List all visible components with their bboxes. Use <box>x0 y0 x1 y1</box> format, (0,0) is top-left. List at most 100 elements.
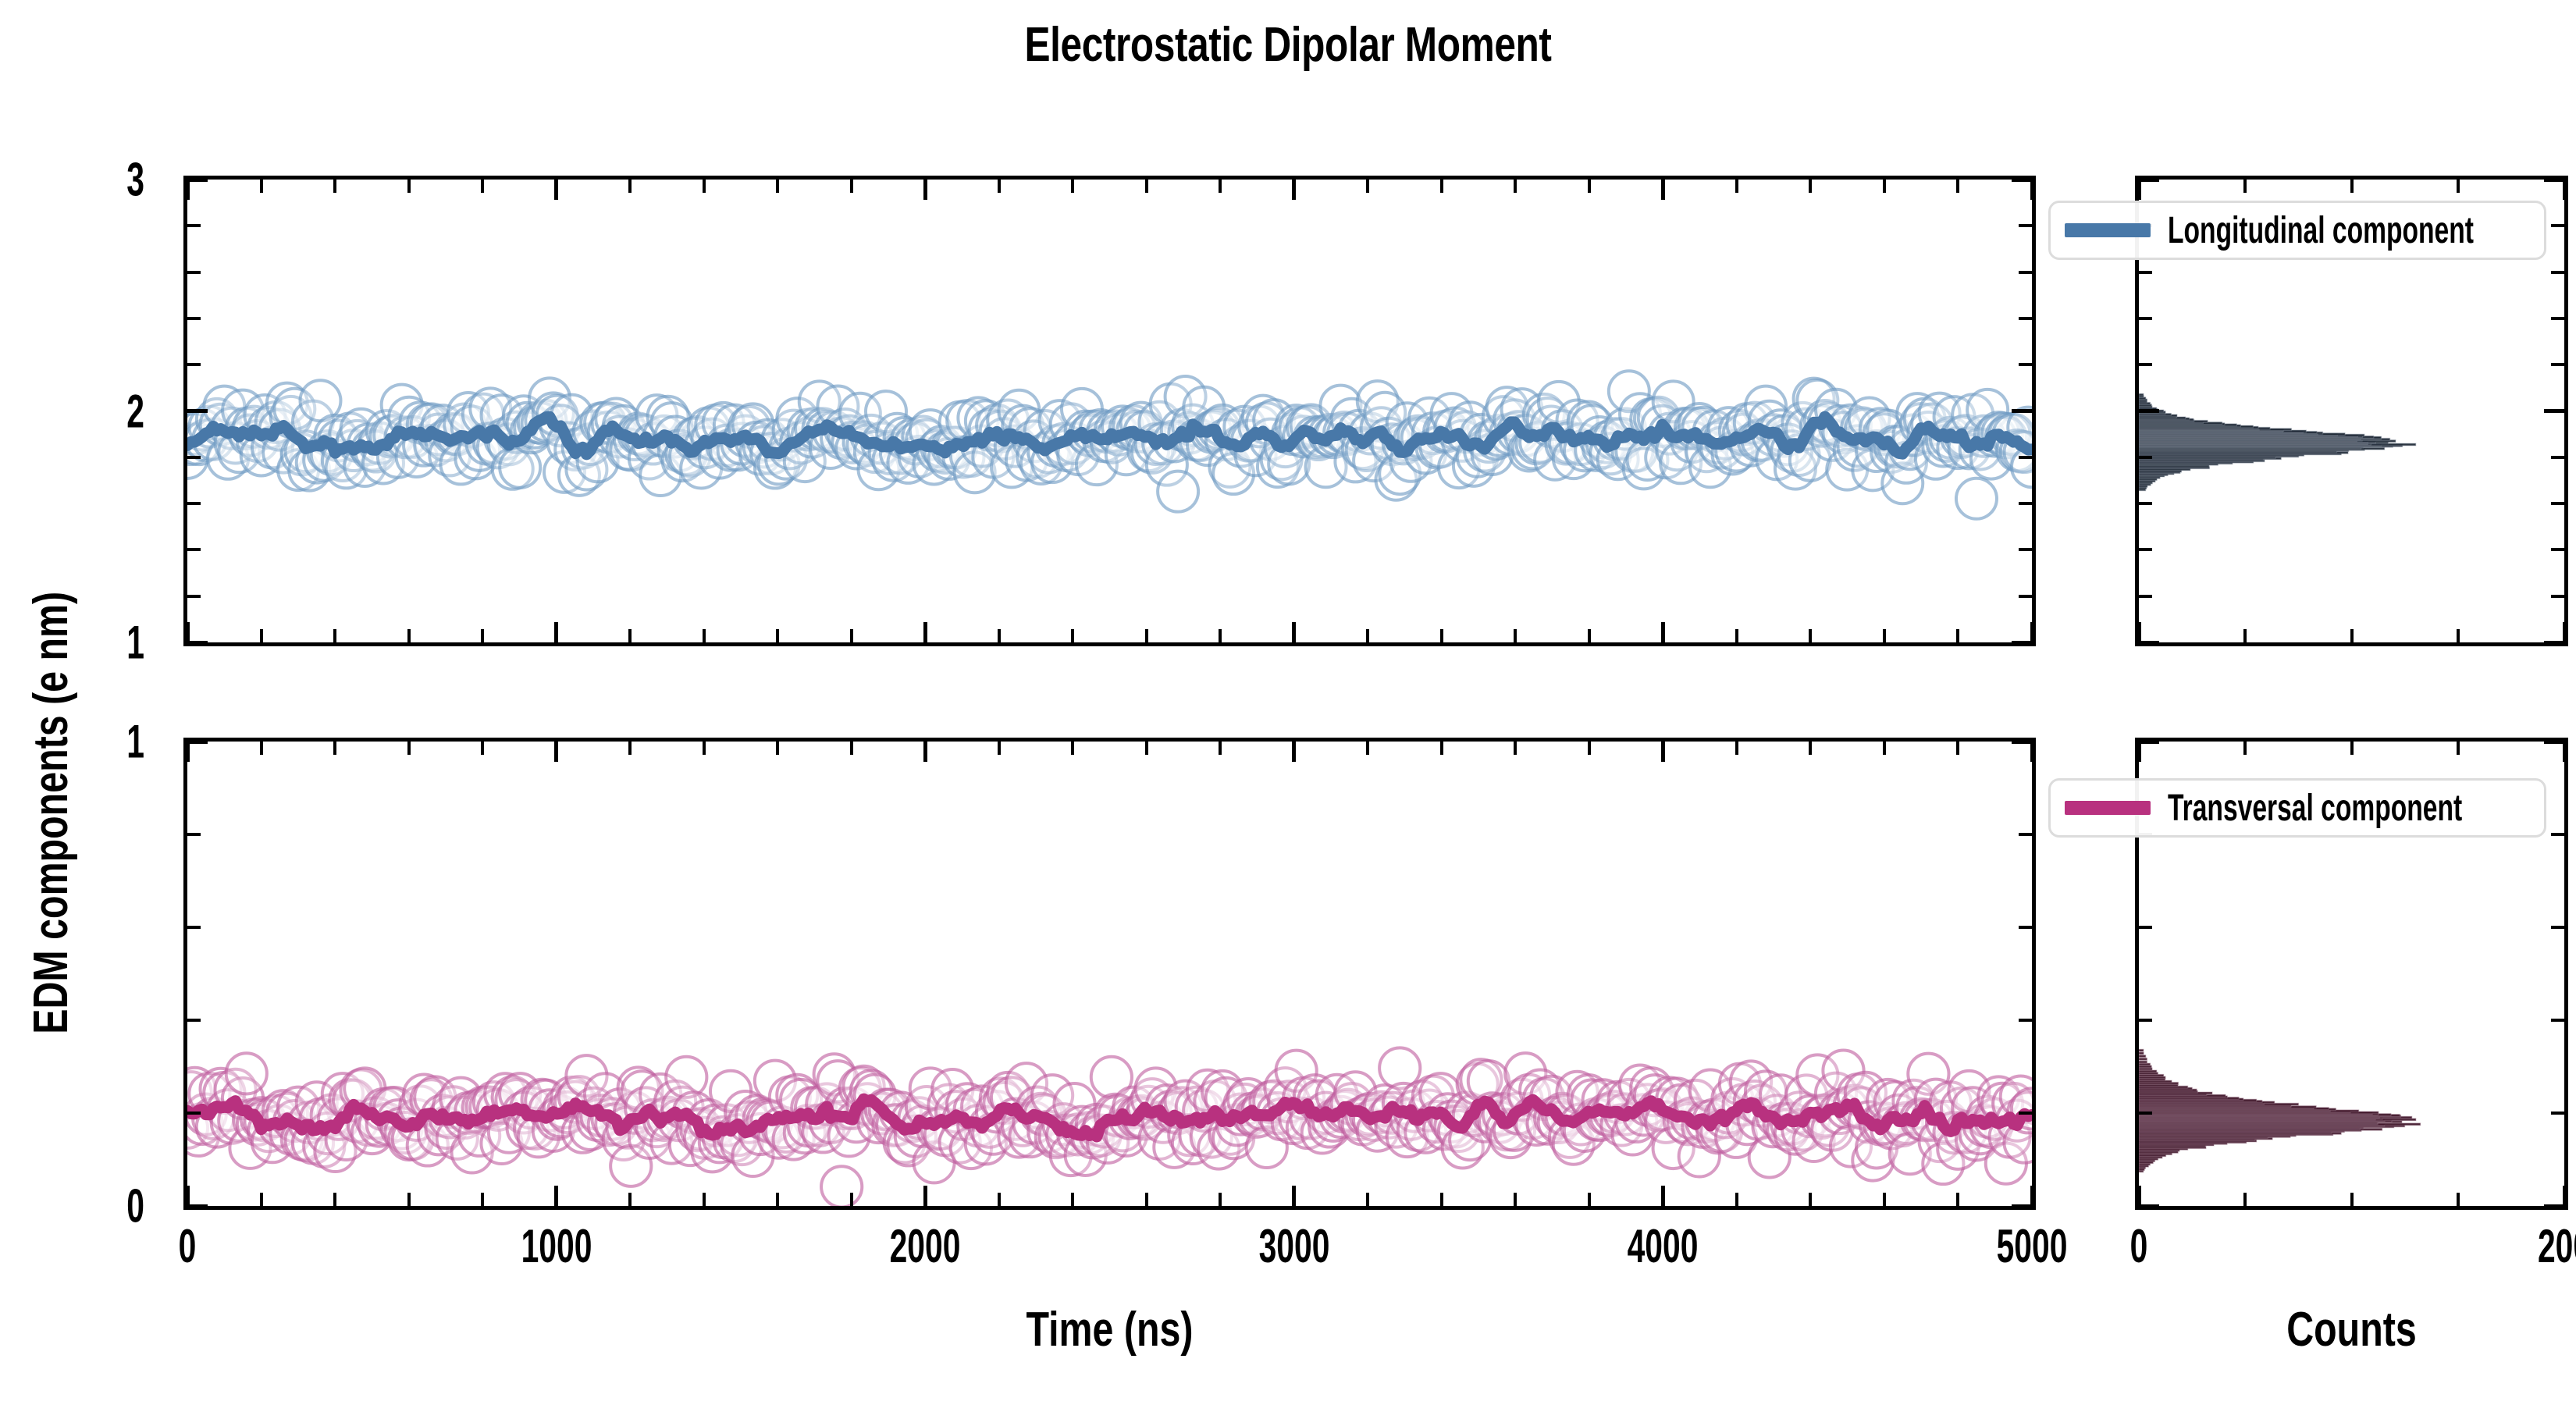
tick-mark <box>2139 502 2152 506</box>
tick-mark <box>1366 742 1370 755</box>
tick-mark <box>1144 180 1148 193</box>
tick-mark <box>2012 180 2032 182</box>
tick-mark <box>554 1186 559 1206</box>
tick-mark <box>2139 1204 2159 1206</box>
tick-mark <box>2551 833 2564 836</box>
tick-mark <box>481 1193 485 1206</box>
tick-mark <box>1735 629 1738 642</box>
tick-mark <box>187 742 208 744</box>
tick-mark <box>259 742 263 755</box>
tick-mark <box>776 1193 780 1206</box>
tick-mark <box>2350 1193 2354 1206</box>
tick-mark <box>1439 1193 1443 1206</box>
tick-mark <box>1587 742 1591 755</box>
tick-mark <box>2562 622 2564 642</box>
tick-mark <box>849 180 853 193</box>
tick-mark <box>2012 640 2032 642</box>
tick-mark <box>2551 455 2564 459</box>
y-axis-label-edm: EDM components (e nm) <box>24 591 78 1034</box>
tick-mark <box>628 1193 632 1206</box>
tick-mark <box>2030 742 2032 762</box>
tick-mark <box>1956 180 1960 193</box>
tick-mark <box>2456 1193 2460 1206</box>
tick-mark <box>2139 622 2141 642</box>
tick-mark <box>2019 594 2032 598</box>
longitudinal-histogram-layer <box>2139 180 2564 642</box>
x-tick-label-time-3000: 3000 <box>1258 1220 1330 1272</box>
tick-mark <box>1882 180 1886 193</box>
tick-mark <box>2012 409 2032 413</box>
y-tick-label-top-3: 3 <box>126 153 144 206</box>
tick-mark <box>923 1186 927 1206</box>
tick-mark <box>333 180 337 193</box>
series-trend-line <box>187 411 2032 461</box>
tick-mark <box>187 180 190 200</box>
tick-mark <box>2456 629 2460 642</box>
tick-mark <box>554 622 559 642</box>
tick-mark <box>2019 270 2032 274</box>
tick-mark <box>187 316 201 320</box>
tick-mark <box>259 180 263 193</box>
tick-mark <box>187 270 201 274</box>
tick-mark <box>1071 180 1075 193</box>
tick-mark <box>1071 629 1075 642</box>
tick-mark <box>1660 742 1665 762</box>
tick-mark <box>1660 622 1665 642</box>
tick-mark <box>2551 548 2564 552</box>
legend-line-swatch-transversal <box>2065 801 2151 815</box>
tick-mark <box>187 363 201 367</box>
y-tick-label-top-2: 2 <box>126 385 144 437</box>
tick-mark <box>2350 629 2354 642</box>
x-tick-label-time-5000: 5000 <box>1996 1220 2068 1272</box>
longitudinal-timeseries-axes <box>183 176 2036 646</box>
transversal-timeseries-axes <box>183 738 2036 1210</box>
tick-mark <box>2551 270 2564 274</box>
tick-mark <box>997 742 1001 755</box>
tick-mark <box>1956 1193 1960 1206</box>
tick-mark <box>2030 180 2032 200</box>
tick-mark <box>407 629 411 642</box>
tick-mark <box>2139 1112 2152 1115</box>
tick-mark <box>702 742 706 755</box>
tick-mark <box>1735 742 1738 755</box>
tick-mark <box>2562 742 2564 762</box>
x-tick-label-time-0: 0 <box>178 1220 197 1272</box>
tick-mark <box>187 409 208 413</box>
tick-mark <box>259 629 263 642</box>
x-tick-label-counts-0: 0 <box>2129 1220 2148 1272</box>
tick-mark <box>2139 1019 2152 1022</box>
tick-mark <box>1956 742 1960 755</box>
tick-mark <box>2139 180 2159 182</box>
legend-transversal[interactable]: Transversal component <box>2048 778 2546 838</box>
tick-mark <box>628 180 632 193</box>
tick-mark <box>2139 1186 2141 1206</box>
tick-mark <box>1366 629 1370 642</box>
tick-mark <box>628 742 632 755</box>
figure-title: Electrostatic Dipolar Moment <box>1024 18 1552 72</box>
tick-mark <box>1735 180 1738 193</box>
tick-mark <box>1219 1193 1222 1206</box>
tick-mark <box>2019 548 2032 552</box>
tick-mark <box>481 180 485 193</box>
tick-mark <box>2243 629 2247 642</box>
tick-mark <box>2139 455 2152 459</box>
tick-mark <box>2012 1204 2032 1206</box>
tick-mark <box>1219 742 1222 755</box>
tick-mark <box>923 622 927 642</box>
tick-mark <box>1587 629 1591 642</box>
legend-longitudinal[interactable]: Longitudinal component <box>2048 201 2546 260</box>
tick-mark <box>2019 926 2032 929</box>
tick-mark <box>2350 180 2354 193</box>
x-axis-label-time: Time (ns) <box>1026 1303 1194 1357</box>
tick-mark <box>1071 742 1075 755</box>
tick-mark <box>1809 742 1813 755</box>
tick-mark <box>1809 1193 1813 1206</box>
tick-mark <box>2139 409 2159 413</box>
tick-mark <box>1144 629 1148 642</box>
tick-mark <box>1587 180 1591 193</box>
tick-mark <box>187 640 208 642</box>
tick-mark <box>333 742 337 755</box>
tick-mark <box>1144 1193 1148 1206</box>
tick-mark <box>2551 1019 2564 1022</box>
